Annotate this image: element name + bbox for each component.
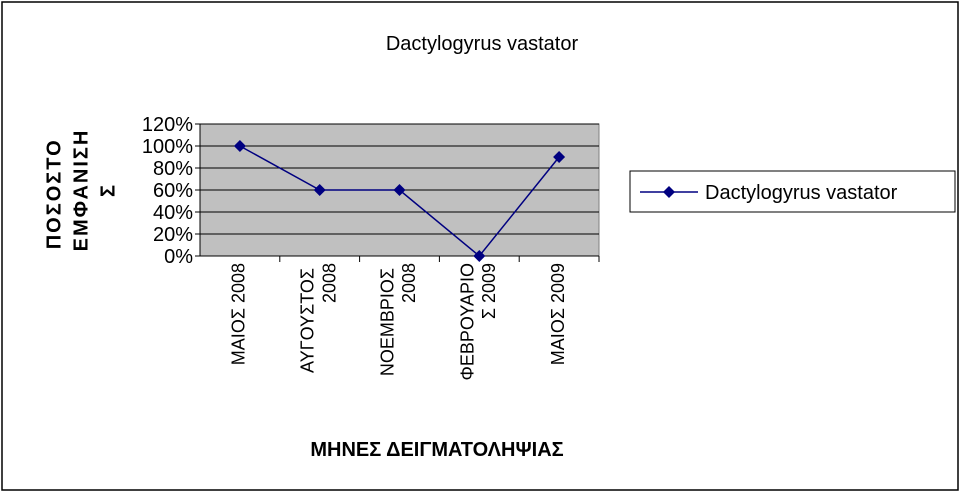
marker	[553, 151, 566, 163]
x-axis-title: ΜΗΝΕΣ ΔΕΙΓΜΑΤΟΛΗΨΙΑΣ	[310, 439, 563, 461]
marker	[473, 250, 486, 262]
x-tick-label: ΑΥΓΟΥΣΤΟΣ 2008	[298, 263, 340, 373]
chart-title: Dactylogyrus vastator	[386, 33, 579, 55]
marker	[233, 140, 246, 152]
y-tick-label: 120%	[142, 114, 193, 136]
y-tick-label: 100%	[142, 136, 193, 158]
y-tick-label: 20%	[153, 224, 193, 246]
x-tick-label: ΝΟΕΜΒΡΙΟΣ 2008	[377, 263, 419, 376]
y-tick-label: 0%	[164, 246, 193, 268]
y-tick-label: 40%	[153, 202, 193, 224]
legend-marker	[663, 186, 675, 198]
y-tick-label: 80%	[153, 158, 193, 180]
x-tick-label: ΜΑΙΟΣ 2008	[229, 263, 249, 365]
legend-label: Dactylogyrus vastator	[705, 182, 898, 204]
x-tick-label: ΜΑΙΟΣ 2009	[548, 263, 568, 365]
marker	[393, 184, 406, 196]
y-tick-label: 60%	[153, 180, 193, 202]
marker	[313, 184, 326, 196]
y-axis-title: ΠΟΣΟΣΤΟ ΕΜΦΑΝΙΣΗ Σ	[43, 129, 119, 252]
x-tick-label: ΦΕΒΡΟΥΑΡΙΟΣ 2009	[457, 263, 499, 380]
